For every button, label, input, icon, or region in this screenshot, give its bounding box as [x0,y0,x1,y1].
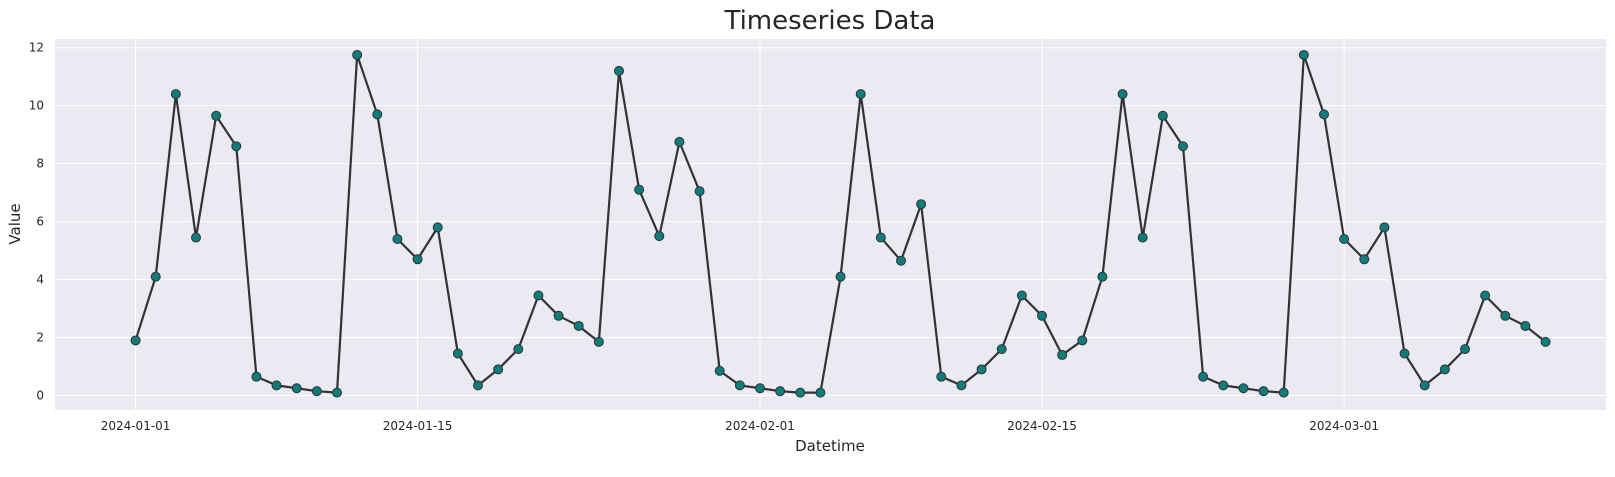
data-point [231,141,242,152]
x-tick-label: 2024-01-01 [101,419,171,433]
data-point [513,344,524,355]
data-point [573,320,584,331]
y-axis-label: Value [6,203,24,244]
data-point [654,231,665,242]
data-point [1419,380,1430,391]
data-point [1057,349,1068,360]
data-point [1278,387,1289,398]
data-point [130,335,141,346]
x-tick-label: 2024-03-01 [1309,419,1379,433]
data-point [1439,364,1450,375]
data-point [1198,371,1209,382]
data-point [332,387,342,398]
data-point [1399,348,1410,359]
chart-title: Timeseries Data [724,6,936,36]
x-tick-labels: 2024-01-01 2024-01-15 2024-02-01 2024-02-15… [101,419,1379,433]
y-tick-label: 8 [36,157,44,171]
x-tick-label: 2024-01-15 [383,419,453,433]
x-tick-label: 2024-02-15 [1007,419,1077,433]
data-point [936,371,947,382]
y-tick-label: 12 [29,41,44,55]
data-point [493,364,504,375]
data-point [1037,310,1047,321]
data-point [291,383,302,394]
data-point [634,184,645,195]
data-point [996,344,1007,355]
plot-area [55,39,1606,410]
data-point [1077,335,1088,346]
data-point [271,380,282,391]
data-point [956,380,967,391]
data-point [976,364,987,375]
data-point [211,110,222,121]
data-point [191,232,201,243]
data-point [896,255,906,266]
data-point [1500,310,1511,321]
data-point [1319,109,1329,120]
data-point [1097,271,1108,282]
data-point [311,386,322,397]
data-point [916,199,927,210]
data-point [1339,233,1350,244]
data-point [473,380,483,391]
grid-lines [55,39,1606,410]
data-point [614,65,624,76]
x-axis-label: Datetime [795,437,865,455]
x-tick-label: 2024-02-01 [725,419,795,433]
y-tick-labels: 0 2 4 6 8 10 12 [29,41,44,403]
data-point [1137,232,1148,243]
y-tick-label: 6 [36,215,44,229]
y-tick-label: 4 [36,273,44,287]
data-point [734,380,745,391]
data-point [714,365,725,376]
data-point [372,109,383,120]
data-point [875,232,886,243]
data-point [412,254,423,265]
y-tick-label: 2 [36,331,44,345]
data-point [755,383,765,394]
data-point [392,233,403,244]
data-point [432,222,443,233]
data-point [533,290,544,301]
data-point [1359,254,1370,265]
data-point [1016,290,1027,301]
data-point [1379,222,1390,233]
data-point [352,49,363,60]
data-point [1258,386,1269,397]
data-point [170,89,181,100]
data-point [1178,141,1188,152]
data-point [1157,110,1168,121]
series-layer [130,49,1551,398]
data-point [1238,383,1249,394]
data-point [1480,290,1491,301]
y-tick-label: 10 [29,99,44,113]
data-point [251,371,262,382]
data-point [150,271,161,282]
data-point [795,387,806,398]
data-point [1520,320,1531,331]
data-point [452,348,463,359]
y-tick-label: 0 [36,389,44,403]
data-point [694,186,705,197]
data-point [1218,380,1229,391]
data-point [1298,49,1309,60]
data-point [815,387,826,398]
data-point [674,136,685,147]
data-point [855,89,866,100]
data-point [1460,344,1470,355]
data-point [593,336,604,347]
data-point [1117,89,1128,100]
data-point [1540,336,1551,347]
data-point [553,310,564,321]
data-point [835,271,846,282]
data-point [775,386,786,397]
